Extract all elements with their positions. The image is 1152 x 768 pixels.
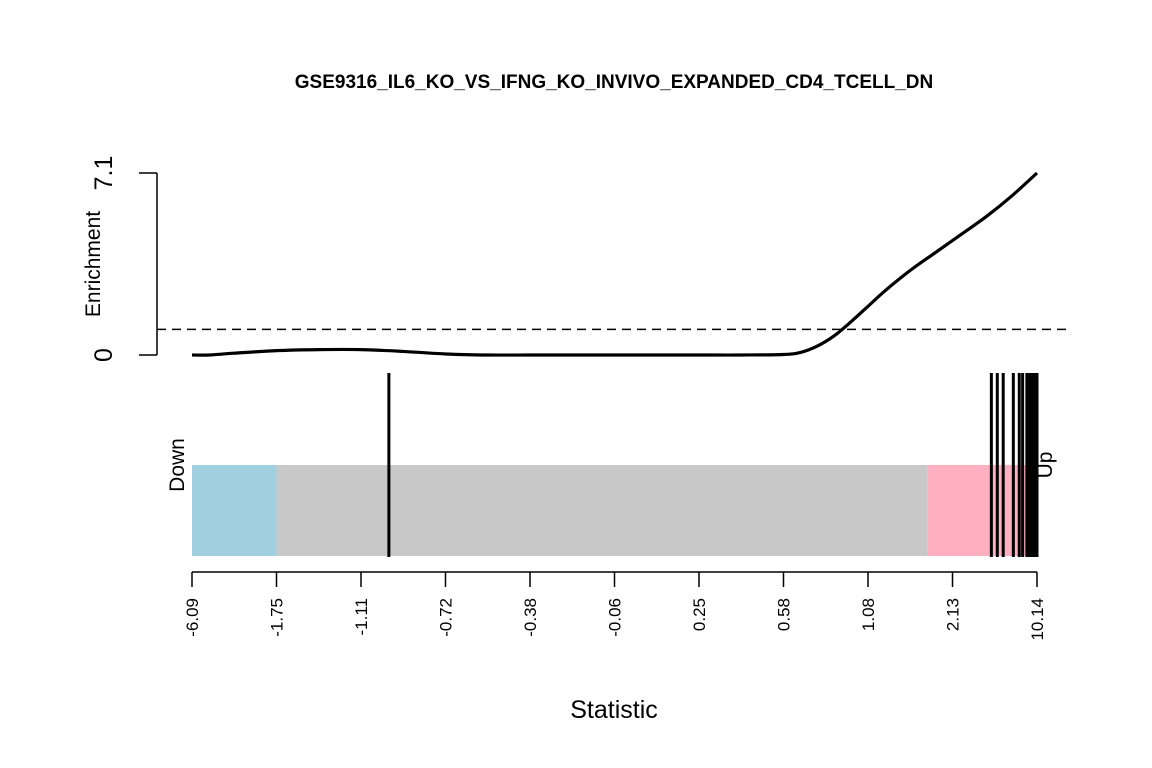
enrichment-y-tick-label-zero: 0 bbox=[90, 348, 118, 362]
barcode-panel: Down Up bbox=[166, 373, 1057, 557]
x-tick-label: -0.38 bbox=[521, 598, 540, 637]
barcode-region-0 bbox=[192, 465, 277, 556]
x-tick-label: -1.11 bbox=[352, 598, 371, 636]
enrichment-y-tick-label-max: 7.1 bbox=[90, 156, 118, 191]
region-label-up: Up bbox=[1034, 452, 1057, 479]
x-tick-label: 10.14 bbox=[1028, 598, 1047, 641]
gene-position-lines bbox=[387, 373, 1039, 557]
barcode-regions bbox=[192, 465, 1037, 556]
x-tick-label: -0.06 bbox=[606, 598, 625, 637]
x-tick-label: 2.13 bbox=[944, 598, 963, 631]
x-tick-label: 1.08 bbox=[859, 598, 878, 631]
statistic-x-axis: -6.09 -1.75 -1.11 -0.72 -0.38 -0.06 0.25 0.58 1.… bbox=[183, 571, 1047, 641]
chart-title: GSE9316_IL6_KO_VS_IFNG_KO_INVIVO_EXPANDE… bbox=[295, 72, 933, 93]
enrichment-curve bbox=[191, 171, 1039, 357]
x-tick-label: -6.09 bbox=[183, 598, 202, 637]
barcode-region-1 bbox=[276, 465, 928, 556]
x-tick-label: 0.25 bbox=[690, 598, 709, 631]
x-tick-label: -0.72 bbox=[437, 598, 456, 637]
x-axis-ticks: -6.09 -1.75 -1.11 -0.72 -0.38 -0.06 0.25 0.58 1.… bbox=[183, 572, 1047, 641]
x-tick-label: 0.58 bbox=[775, 598, 794, 631]
region-label-down: Down bbox=[166, 438, 189, 492]
x-axis-title: Statistic bbox=[570, 696, 658, 724]
enrichment-panel: 7.1 0 Enrichment bbox=[82, 156, 1067, 362]
enrichment-y-label: Enrichment bbox=[82, 211, 105, 317]
x-tick-label: -1.75 bbox=[268, 598, 287, 637]
